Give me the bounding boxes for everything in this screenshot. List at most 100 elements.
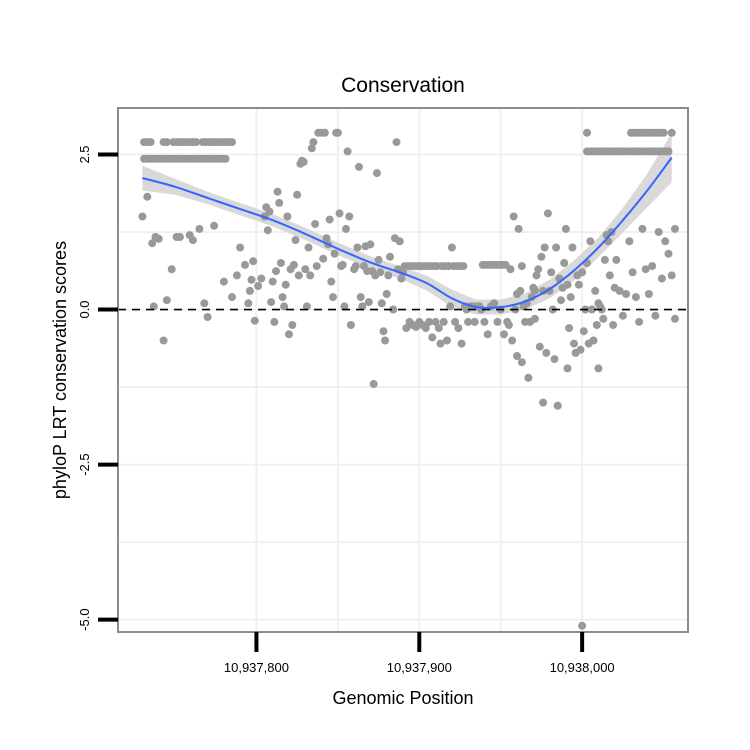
data-point (320, 128, 329, 137)
data-point (480, 317, 489, 326)
data-point (557, 296, 565, 305)
data-point (591, 286, 600, 295)
data-point (516, 286, 525, 295)
data-point (425, 317, 434, 326)
data-point (285, 330, 293, 339)
data-point (561, 224, 570, 233)
data-point (517, 358, 526, 367)
data-point (517, 262, 526, 271)
data-point (428, 333, 437, 342)
data-point (275, 198, 284, 207)
smooth-confidence-band (142, 132, 672, 315)
data-point (247, 275, 256, 284)
data-point (299, 158, 308, 166)
data-point (369, 380, 378, 388)
data-point (175, 233, 184, 241)
y-tick-label: 0.0 (77, 300, 92, 318)
data-point (250, 316, 259, 325)
confidence-ribbon (142, 132, 672, 315)
data-point (586, 237, 595, 246)
data-point (570, 339, 578, 348)
data-point (162, 138, 171, 147)
data-point (599, 314, 608, 323)
data-point (210, 221, 219, 230)
data-point (547, 268, 556, 277)
data-point (508, 336, 517, 345)
data-point (434, 324, 443, 333)
data-point (457, 339, 466, 348)
data-point (381, 336, 390, 345)
data-point (162, 296, 171, 305)
data-point (615, 286, 624, 295)
data-point (654, 228, 663, 236)
data-point (265, 207, 274, 216)
data-point (309, 138, 318, 147)
data-point (578, 268, 587, 277)
data-point (346, 321, 355, 329)
data-point (671, 314, 679, 323)
data-point (149, 302, 158, 311)
data-point (447, 243, 456, 252)
y-tick-label: 2.5 (77, 145, 92, 163)
data-point (143, 192, 152, 201)
data-point (289, 260, 298, 269)
data-point (245, 286, 254, 295)
data-point (667, 128, 676, 137)
data-point (278, 293, 287, 302)
data-point (667, 271, 676, 280)
data-point (322, 234, 331, 243)
data-point (470, 317, 479, 326)
data-point (589, 336, 598, 345)
data-point (638, 224, 647, 233)
data-point (648, 262, 657, 271)
data-point (553, 401, 562, 410)
data-point (641, 265, 650, 274)
data-point (291, 236, 300, 245)
data-point (338, 260, 347, 269)
data-point (459, 262, 468, 271)
data-point (273, 187, 282, 196)
data-point (366, 240, 375, 249)
data-point (138, 212, 147, 221)
data-point (342, 224, 350, 233)
data-point (146, 138, 155, 147)
data-point (657, 274, 666, 283)
data-point (283, 212, 292, 221)
data-point (402, 324, 411, 333)
data-point (293, 190, 302, 199)
data-point (351, 262, 360, 271)
data-point (312, 262, 321, 271)
data-point (563, 364, 572, 373)
x-tick-label: 10,938,000 (550, 660, 615, 675)
data-point (568, 243, 577, 252)
data-point (644, 290, 653, 298)
data-point (594, 364, 603, 373)
data-point (268, 277, 277, 286)
data-point (345, 212, 354, 221)
data-point (232, 271, 241, 280)
data-point (483, 330, 492, 339)
data-point (612, 255, 621, 264)
data-point (219, 277, 228, 286)
smooth-trend-line (142, 157, 673, 309)
data-point (421, 324, 430, 333)
data-point (154, 234, 163, 243)
data-point (221, 154, 230, 163)
data-point (148, 239, 157, 248)
data-point (267, 298, 276, 307)
data-point (319, 254, 328, 263)
data-point (578, 621, 587, 630)
data-point (543, 209, 552, 218)
data-point (560, 259, 569, 267)
data-point (436, 339, 445, 348)
data-point (200, 299, 209, 308)
data-point (530, 314, 539, 323)
data-point (513, 352, 521, 360)
data-point (540, 243, 549, 252)
data-point (622, 290, 631, 298)
data-point (389, 305, 398, 314)
data-point (443, 336, 451, 345)
data-point (382, 290, 391, 298)
data-point (372, 169, 381, 178)
